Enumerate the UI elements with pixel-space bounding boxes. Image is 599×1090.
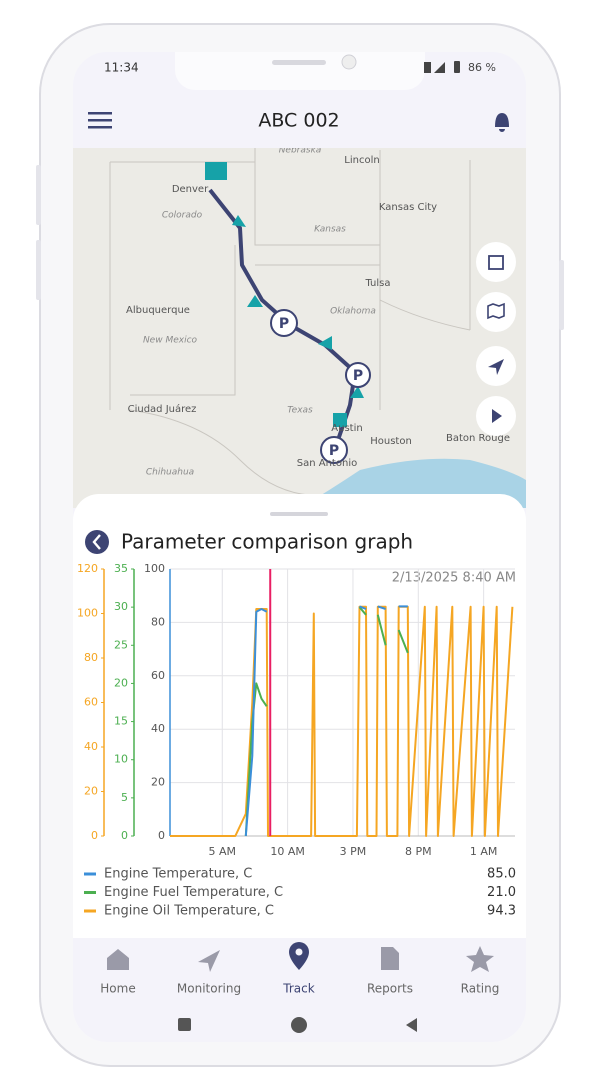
side-button — [559, 260, 564, 330]
notch — [175, 52, 425, 90]
y-tick-label: 120 — [77, 562, 98, 575]
y-tick-label: 15 — [114, 715, 128, 728]
y-tick-label: 60 — [151, 669, 165, 682]
map-label: Ciudad Juárez — [128, 403, 197, 415]
back-icon — [92, 534, 101, 550]
y-tick-label: 40 — [84, 740, 98, 753]
y-tick-label: 100 — [77, 607, 98, 620]
header-title: ABC 002 — [258, 110, 339, 132]
legend-label: Engine Temperature, C — [104, 867, 252, 882]
status-icon — [424, 62, 431, 73]
map-label: Kansas City — [379, 202, 437, 213]
y-tick-label: 10 — [114, 753, 128, 766]
speaker — [272, 60, 326, 65]
y-tick-label: 5 — [121, 791, 128, 804]
nav-label[interactable]: Home — [100, 982, 135, 996]
legend-label: Engine Oil Temperature, C — [104, 904, 274, 919]
x-tick-label: 3 PM — [340, 845, 367, 858]
chart: 0 20 40 60 80 100 5 AM 10 AM 3 PM 8 PM 1 AM 0 5 10 15 2… — [77, 562, 516, 919]
side-button — [36, 165, 41, 225]
camera — [341, 54, 357, 70]
y-tick-label: 30 — [114, 600, 128, 613]
map-label: Chihuahua — [146, 468, 194, 478]
map-label: New Mexico — [143, 336, 198, 346]
menu-button[interactable] — [88, 112, 112, 129]
y-tick-label: 0 — [121, 829, 128, 842]
map-label: Nebraska — [279, 146, 322, 156]
y-tick-label: 20 — [84, 785, 98, 798]
map-label: Colorado — [162, 211, 203, 221]
y-tick-label: 20 — [151, 776, 165, 789]
y-tick-label: 60 — [84, 696, 98, 709]
map-label: Baton Rouge — [446, 433, 510, 444]
side-button — [36, 240, 41, 300]
y-tick-label: 20 — [114, 676, 128, 689]
series-line — [170, 605, 514, 837]
x-tick-label: 10 AM — [270, 845, 305, 858]
battery-icon — [454, 61, 460, 73]
y-tick-label: 35 — [114, 562, 128, 575]
svg-text:P: P — [353, 368, 363, 384]
nav-label[interactable]: Track — [282, 982, 314, 996]
legend-value: 21.0 — [487, 885, 516, 900]
y-tick-label: 0 — [158, 829, 165, 842]
android-recents[interactable] — [178, 1018, 191, 1031]
status-battery: 86 % — [468, 61, 496, 74]
map-label: Kansas — [314, 225, 346, 235]
y-tick-label: 100 — [144, 562, 165, 575]
map-label: San Antonio — [297, 458, 357, 469]
nav-label[interactable]: Monitoring — [177, 982, 241, 996]
calendar-button[interactable] — [476, 242, 516, 282]
map-label: Denver — [172, 184, 209, 195]
android-back[interactable] — [406, 1018, 417, 1032]
map-label: Austin — [331, 423, 362, 434]
nav-label[interactable]: Reports — [367, 982, 413, 996]
svg-text:P: P — [329, 443, 339, 459]
y-tick-label: 40 — [151, 722, 165, 735]
screen: 11:34 86 % ABC 002 P P P — [73, 52, 526, 1042]
map-label: Houston — [370, 436, 412, 447]
y-tick-label: 80 — [84, 651, 98, 664]
y-tick-label: 25 — [114, 638, 128, 651]
back-button[interactable] — [85, 530, 109, 554]
android-home[interactable] — [291, 1017, 307, 1033]
x-tick-label: 1 AM — [470, 845, 498, 858]
signal-icon — [434, 62, 445, 73]
map-layer-button[interactable] — [476, 292, 516, 332]
x-tick-label: 8 PM — [405, 845, 432, 858]
legend-value: 94.3 — [487, 904, 516, 919]
status-time: 11:34 — [104, 61, 139, 75]
sheet-handle — [270, 512, 328, 516]
nav-label[interactable]: Rating — [461, 982, 500, 996]
map: P P P Nebraska Lincoln Denver Kansas City Colo… — [73, 146, 526, 508]
map-label: Texas — [287, 406, 313, 416]
map-controls — [476, 242, 516, 436]
y-tick-label: 80 — [151, 615, 165, 628]
x-tick-label: 5 AM — [209, 845, 237, 858]
map-label: Oklahoma — [330, 307, 376, 317]
chart-subtitle: 2/13/2025 8:40 AM — [392, 571, 516, 586]
svg-text:P: P — [279, 316, 289, 332]
map-label: Tulsa — [364, 278, 390, 289]
notification-button[interactable] — [495, 113, 509, 132]
legend-value: 85.0 — [487, 867, 516, 882]
bottom-sheet — [73, 494, 526, 1042]
chart-title: Parameter comparison graph — [121, 530, 413, 554]
legend-label: Engine Fuel Temperature, C — [104, 885, 283, 900]
y-tick-label: 0 — [91, 829, 98, 842]
map-label: Albuquerque — [126, 305, 190, 316]
nav-icons — [107, 942, 494, 972]
map-label: Lincoln — [344, 155, 379, 166]
